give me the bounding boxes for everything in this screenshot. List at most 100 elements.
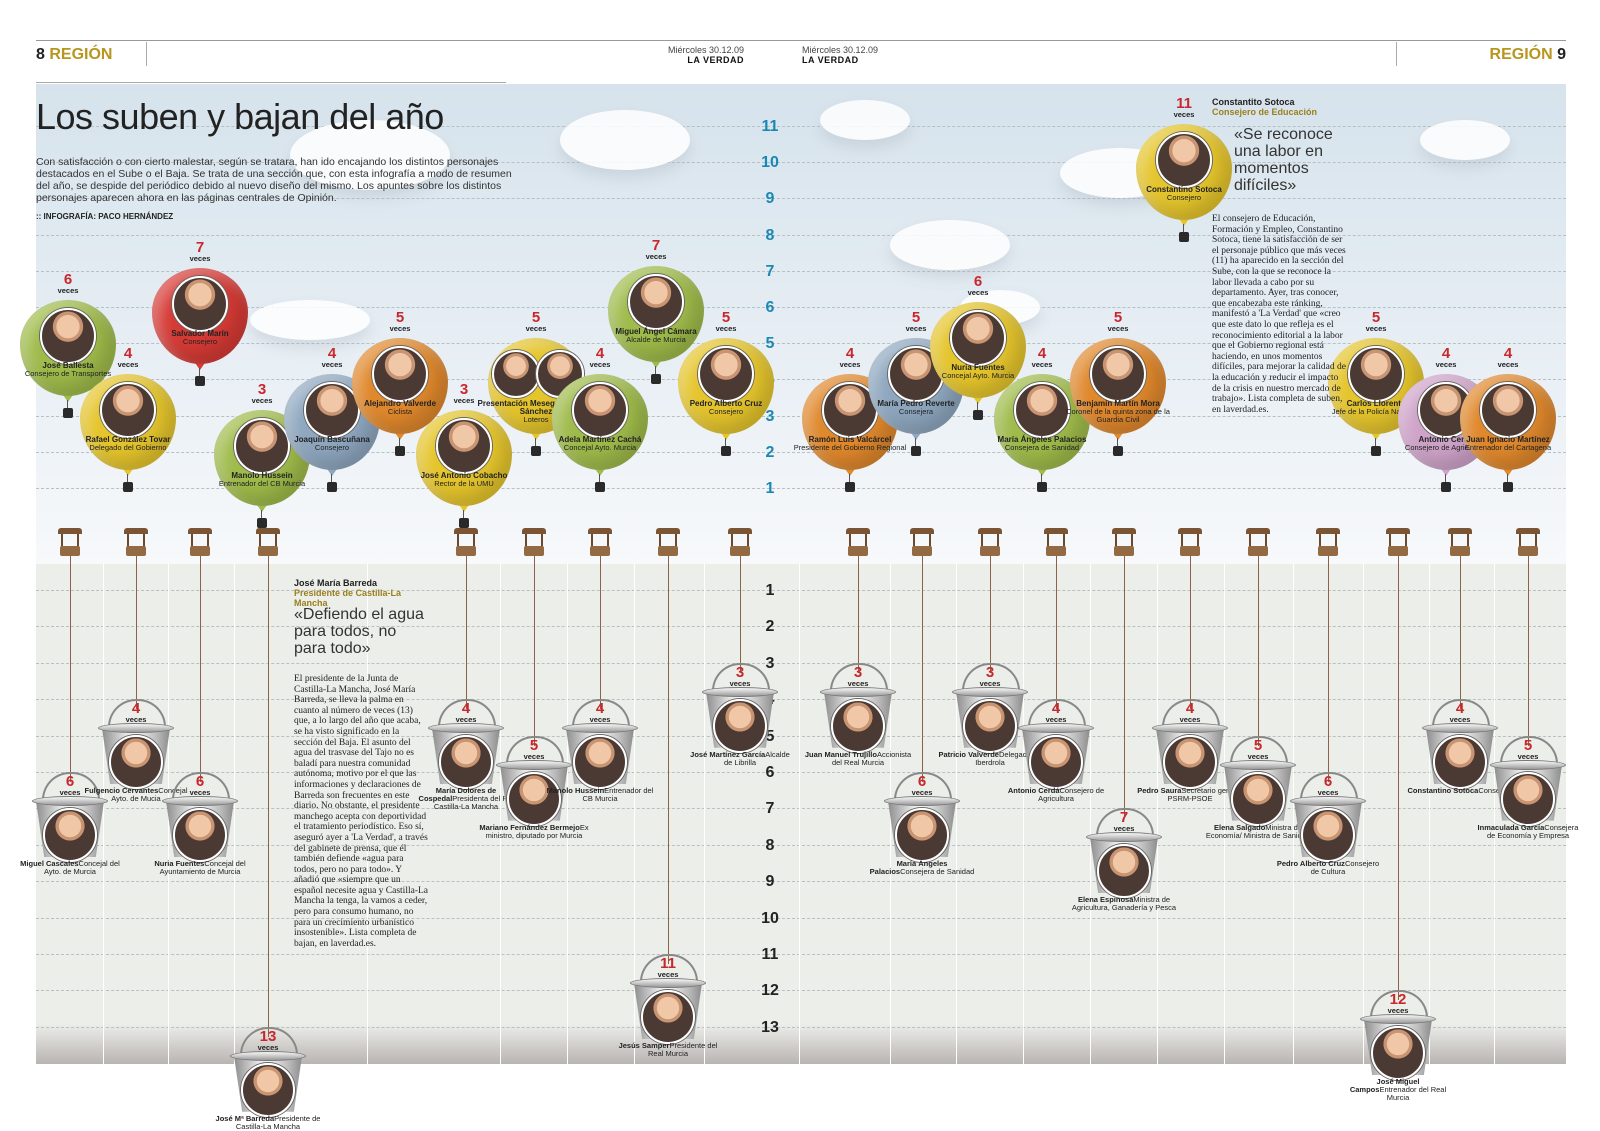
balloon-rope [1183,224,1184,234]
ground-gridline [36,917,1566,919]
well-icon [124,528,148,556]
ground-gridline [36,699,1566,701]
ground-column-divider [500,564,501,1064]
well-roof [1246,528,1270,534]
balloon-rope [331,474,332,484]
balloon-label: Salvador Marín Consejero [140,330,260,346]
well-icon [188,528,212,556]
balloon-count-unit: veces [189,254,211,263]
down-scale-tick: 12 [761,982,779,1000]
down-scale-tick: 10 [761,909,779,927]
bucket-person-name: Juan Manuel Trujillo [804,749,877,759]
ground-column-divider [799,564,800,1064]
well-post [1131,534,1133,548]
well-post [675,534,677,548]
balloon-1: José Ballesta Consejero de Transportes [20,300,116,420]
sotoca-body-text: El consejero de Educación, Formación y E… [1212,214,1346,415]
bucket-count-number: 4 [461,700,471,718]
well-icon [1246,528,1270,556]
balloon-person-name: Carlos Llorente [1346,399,1406,408]
balloon-person-role: Entrenador del CB Murcia [218,479,306,488]
bucket-count-unit: veces [1517,751,1539,761]
balloon-count-number: 4 [123,345,133,362]
well-roof [978,528,1002,534]
bucket-person-name: Inmaculada García [1477,822,1545,832]
bucket-label: Manolo HusseinEntrenador del CB Murcia [545,787,655,803]
balloon-count-number: 5 [721,309,731,326]
balloon-count: 5 veces [896,310,936,333]
header-divider-right [1396,42,1397,66]
left-page-label: 8 REGIÓN [36,46,112,64]
well-roof [188,528,212,534]
balloon-person-role: Consejero [1166,193,1202,202]
well-box [456,546,476,556]
well-icon [846,528,870,556]
bucket-count-unit: veces [523,751,545,761]
cloud-shape [820,100,910,140]
balloon-basket [1179,232,1189,242]
balloon-person-role: Concejal Ayto. Murcia [941,371,1015,380]
bucket-count-unit: veces [125,715,147,725]
barreda-role: Presidente de Castilla-La Mancha [294,588,402,608]
bucket-person-role: Entrenador del CB Murcia [582,786,654,804]
balloon-basket [459,518,469,528]
bucket-person-role: Entrenador del Real Murcia [1379,1085,1447,1103]
bucket-count-unit: veces [911,788,933,797]
portrait-icon [100,382,156,438]
well-post [1063,534,1065,548]
bucket-rim [1086,832,1162,843]
bucket-count: 5 veces [1508,738,1548,761]
balloon-label: Presentación Meseguer y José Sánchez Lote… [476,400,596,424]
bucket-count-number: 4 [131,700,141,718]
well-post [77,534,79,548]
bucket-11: 6 veces [884,772,960,862]
portrait-icon [1163,735,1217,790]
bucket-person-role: Delegado de Iberdrola [975,749,1042,767]
ground-column-divider [1363,564,1364,1064]
bucket-label: Antonio CerdáConsejero de Agricultura [1001,787,1111,803]
down-scale-tick: 2 [765,618,775,636]
well-post [1451,534,1453,548]
bucket-count-unit: veces [1045,715,1067,725]
balloon-7: José Antonio Cobacho Rector de la UMU [416,410,512,530]
bucket-count: 4 veces [1440,701,1480,724]
balloon-label: José Antonio Cobacho Rector de la UMU [404,472,524,488]
balloon-person-role: Jefe de la Policía Nacional [1331,407,1421,416]
portrait-icon [1301,808,1355,862]
balloon-basket [721,446,731,456]
balloon-count-unit: veces [1435,360,1457,369]
bucket-count-number: 5 [1253,736,1263,754]
bucket-rope [534,556,535,746]
bucket-count: 3 veces [970,665,1010,688]
bucket-count-unit: veces [979,678,1001,688]
balloon-count: 7 veces [636,238,676,261]
bucket-rope [136,556,137,710]
well-post [143,534,145,548]
balloon-label: María Pedro Reverte Consejera [856,400,976,416]
down-scale-tick: 9 [765,873,775,891]
balloon-count-unit: veces [321,360,343,369]
header-rule [36,40,1566,41]
bucket-person-name: Pedro Saura [1137,786,1182,796]
well-post [275,534,277,548]
balloon-label: Ramón Luis Valcárcel Presidente del Gobie… [790,436,910,452]
well-post [127,534,129,548]
bucket-person-role: Presidente del Real Murcia [647,1041,718,1058]
bucket-person-role: Presidenta del PP, Castilla-La Mancha [433,794,514,812]
well-roof [124,528,148,534]
balloon-rope [199,368,200,378]
well-post [997,534,999,548]
balloon-count-number: 6 [973,273,983,290]
bucket-rim [428,723,504,734]
bucket-count-number: 13 [259,1027,277,1045]
well-roof [1386,528,1410,534]
cloud-shape [250,300,370,340]
bucket-count: 5 veces [1238,738,1278,761]
balloon-rope [977,402,978,412]
sotoca-name: Constantito Sotoca [1212,97,1295,107]
bucket-person-name: María Ángeles Palacios [869,859,948,876]
balloon-count-unit: veces [1173,110,1195,119]
well-roof [58,528,82,534]
balloon-person-role: Loteros [523,415,549,424]
bucket-8: 11 veces [630,954,706,1044]
